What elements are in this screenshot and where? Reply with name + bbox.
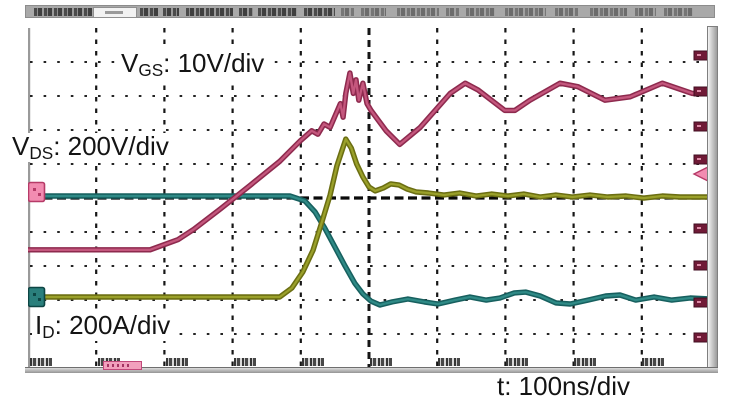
illegible-text-block xyxy=(505,8,546,16)
vds-scale-label: VDS: 200V/div xyxy=(9,132,172,162)
illegible-text-block xyxy=(466,8,495,16)
illegible-text-block xyxy=(635,8,656,16)
waveform-plot-area xyxy=(28,28,710,368)
id-trace-core xyxy=(28,137,710,299)
illegible-text-block xyxy=(664,8,693,16)
scope-status-bar-top xyxy=(25,5,715,18)
vgs-trace-core xyxy=(28,71,710,251)
channel-readout-block xyxy=(438,358,460,366)
trigger-arrow-marker xyxy=(692,165,709,183)
vgs-ground-marker xyxy=(28,181,46,203)
id-scale-label: ID: 200A/div xyxy=(32,311,174,341)
right-edge-scrollbar xyxy=(707,26,718,373)
channel-readout-block xyxy=(166,358,188,366)
timebase-label: t: 100ns/div xyxy=(494,372,633,402)
vgs-scale-label: VGS: 10V/div xyxy=(118,49,268,79)
vds-trace-core xyxy=(28,194,710,307)
channel-readout-block xyxy=(642,358,664,366)
channel-readout-block xyxy=(370,358,392,366)
channel-readout-block xyxy=(30,358,52,366)
illegible-text-block xyxy=(239,8,253,16)
illegible-text-block xyxy=(590,8,627,16)
channel-readout-block xyxy=(234,358,256,366)
scope-status-bar-bottom xyxy=(25,367,718,373)
illegible-text-block xyxy=(361,8,386,16)
channel-readout-block xyxy=(302,358,324,366)
illegible-text-block xyxy=(341,8,354,16)
illegible-text-block xyxy=(140,8,158,16)
illegible-text-block xyxy=(555,8,578,16)
illegible-text-block xyxy=(34,8,92,16)
illegible-text-block xyxy=(397,8,439,16)
illegible-text-block xyxy=(446,8,459,16)
highlighted-readout-block xyxy=(103,361,142,370)
waveform-plot xyxy=(28,28,710,368)
illegible-text-block xyxy=(93,7,137,18)
illegible-text-block xyxy=(258,8,297,16)
illegible-text-block xyxy=(163,8,179,16)
channel-readout-block xyxy=(506,358,528,366)
channel-readout-block xyxy=(574,358,596,366)
illegible-text-block xyxy=(186,8,233,16)
illegible-text-block xyxy=(304,8,335,16)
id-ground-marker xyxy=(28,286,46,308)
